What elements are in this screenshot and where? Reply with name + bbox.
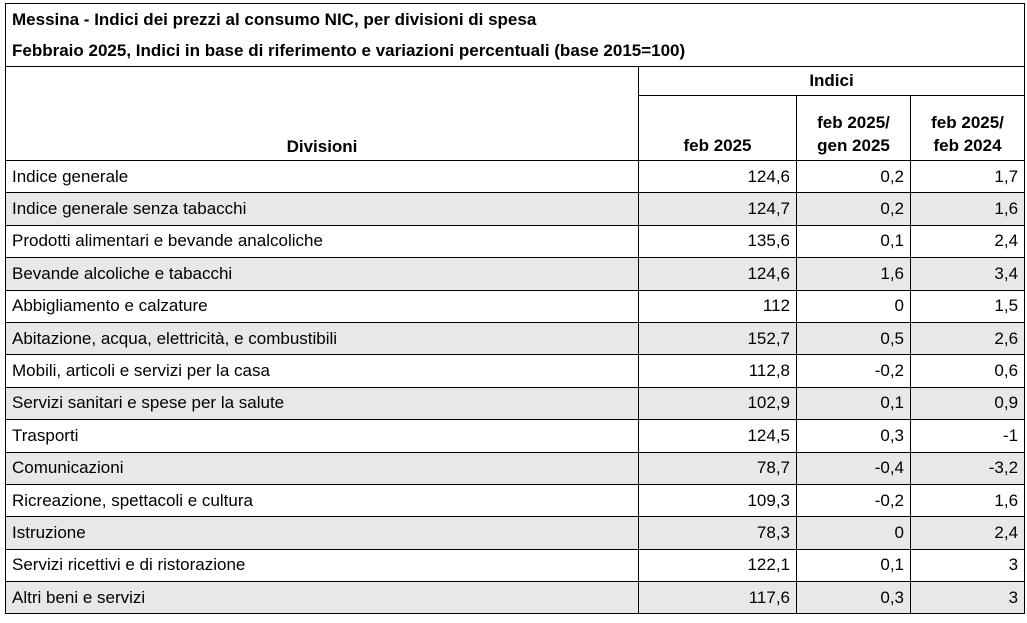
value-cell: 152,7 [638, 321, 797, 356]
value-cell: 112 [638, 289, 797, 323]
division-name: Trasporti [5, 419, 639, 453]
division-name: Ricreazione, spettacoli e cultura [5, 483, 639, 518]
value-cell: 112,8 [638, 354, 797, 388]
value-cell: 3 [909, 581, 1026, 615]
value-cell: 2,4 [909, 516, 1026, 550]
value-cell: 0,3 [796, 419, 911, 453]
division-name: Abbigliamento e calzature [5, 289, 639, 323]
value-cell: 78,3 [638, 516, 797, 550]
data-row: Servizi ricettivi e di ristorazione 122,1… [5, 548, 1026, 583]
data-row: Ricreazione, spettacoli e cultura 109,3 -0… [5, 483, 1026, 518]
column-header: feb 2025/ feb 2024 [909, 95, 1026, 161]
title: Messina - Indici dei prezzi al consumo N… [4, 3, 1026, 35]
value-cell: 0,3 [796, 581, 911, 615]
value-cell: 124,7 [638, 192, 797, 226]
value-cell: 102,9 [638, 386, 797, 421]
column-header: feb 2025/ gen 2025 [796, 95, 911, 161]
data-row: Indice generale 124,6 0,2 1,7 [5, 159, 1026, 194]
value-cell: 3,4 [909, 257, 1026, 291]
value-cell: 117,6 [638, 581, 797, 615]
value-cell: 0,9 [909, 386, 1026, 421]
value-cell: -0,2 [796, 354, 911, 388]
header-divisions: Divisioni [5, 66, 639, 161]
division-name: Istruzione [5, 516, 639, 550]
value-cell: 0,6 [909, 354, 1026, 388]
column-header: feb 2025 [638, 95, 797, 161]
division-name: Mobili, articoli e servizi per la casa [5, 354, 639, 388]
data-row: Trasporti 124,5 0,3 -1 [5, 419, 1026, 453]
division-name: Comunicazioni [5, 451, 639, 485]
header-columns-row: feb 2025 feb 2025/ gen 2025 feb 2025/ fe… [6, 95, 1026, 161]
value-cell: 0,1 [796, 386, 911, 421]
division-name: Abitazione, acqua, elettricità, e combus… [5, 321, 639, 356]
value-cell: 122,1 [638, 548, 797, 583]
value-cell: 2,6 [909, 321, 1026, 356]
subtitle: Febbraio 2025, Indici in base di riferim… [4, 35, 1026, 67]
data-row: Abitazione, acqua, elettricità, e combus… [5, 321, 1026, 356]
division-name: Indice generale [5, 159, 639, 194]
value-cell: 1,6 [796, 257, 911, 291]
value-cell: 1,6 [909, 192, 1026, 226]
value-cell: 2,4 [909, 224, 1026, 259]
value-cell: -3,2 [909, 451, 1026, 485]
division-name: Indice generale senza tabacchi [5, 192, 639, 226]
title-row: Messina - Indici dei prezzi al consumo N… [4, 3, 1026, 35]
division-name: Bevande alcoliche e tabacchi [5, 257, 639, 291]
value-cell: 78,7 [638, 451, 797, 485]
value-cell: 0 [796, 516, 911, 550]
value-cell: 124,6 [638, 159, 797, 194]
data-row: Istruzione 78,3 0 2,4 [5, 516, 1026, 550]
subtitle-row: Febbraio 2025, Indici in base di riferim… [4, 35, 1026, 67]
value-cell: 0,1 [796, 548, 911, 583]
table-body: Messina - Indici dei prezzi al consumo N… [4, 3, 1026, 615]
value-cell: -1 [909, 419, 1026, 453]
value-cell: 3 [909, 548, 1026, 583]
value-cell: 109,3 [638, 483, 797, 518]
data-row: Indice generale senza tabacchi 124,7 0,2 1,… [5, 192, 1026, 226]
data-row: Comunicazioni 78,7 -0,4 -3,2 [5, 451, 1026, 485]
value-cell: 0 [796, 289, 911, 323]
value-cell: 0,2 [796, 192, 911, 226]
division-name: Altri beni e servizi [5, 581, 639, 615]
data-row: Bevande alcoliche e tabacchi 124,6 1,6 3,4 [5, 257, 1026, 291]
value-cell: 1,5 [909, 289, 1026, 323]
data-row: Prodotti alimentari e bevande analcolich… [5, 224, 1026, 259]
division-name: Servizi ricettivi e di ristorazione [5, 548, 639, 583]
value-cell: 1,7 [909, 159, 1026, 194]
data-row: Abbigliamento e calzature 112 0 1,5 [5, 289, 1026, 323]
value-cell: 124,5 [638, 419, 797, 453]
price-table: Messina - Indici dei prezzi al consumo N… [4, 3, 1026, 615]
data-row: Mobili, articoli e servizi per la casa 11… [5, 354, 1026, 388]
header-row: Divisioni Indici [5, 66, 1026, 161]
value-cell: 1,6 [909, 483, 1026, 518]
value-cell: -0,2 [796, 483, 911, 518]
value-cell: 0,5 [796, 321, 911, 356]
value-cell: 135,6 [638, 224, 797, 259]
value-cell: -0,4 [796, 451, 911, 485]
header-group: Indici [638, 66, 1026, 96]
division-name: Prodotti alimentari e bevande analcolich… [5, 224, 639, 259]
value-cell: 0,1 [796, 224, 911, 259]
value-cell: 0,2 [796, 159, 911, 194]
data-row: Altri beni e servizi 117,6 0,3 3 [5, 581, 1026, 615]
division-name: Servizi sanitari e spese per la salute [5, 386, 639, 421]
data-row: Servizi sanitari e spese per la salute 10… [5, 386, 1026, 421]
value-cell: 124,6 [638, 257, 797, 291]
